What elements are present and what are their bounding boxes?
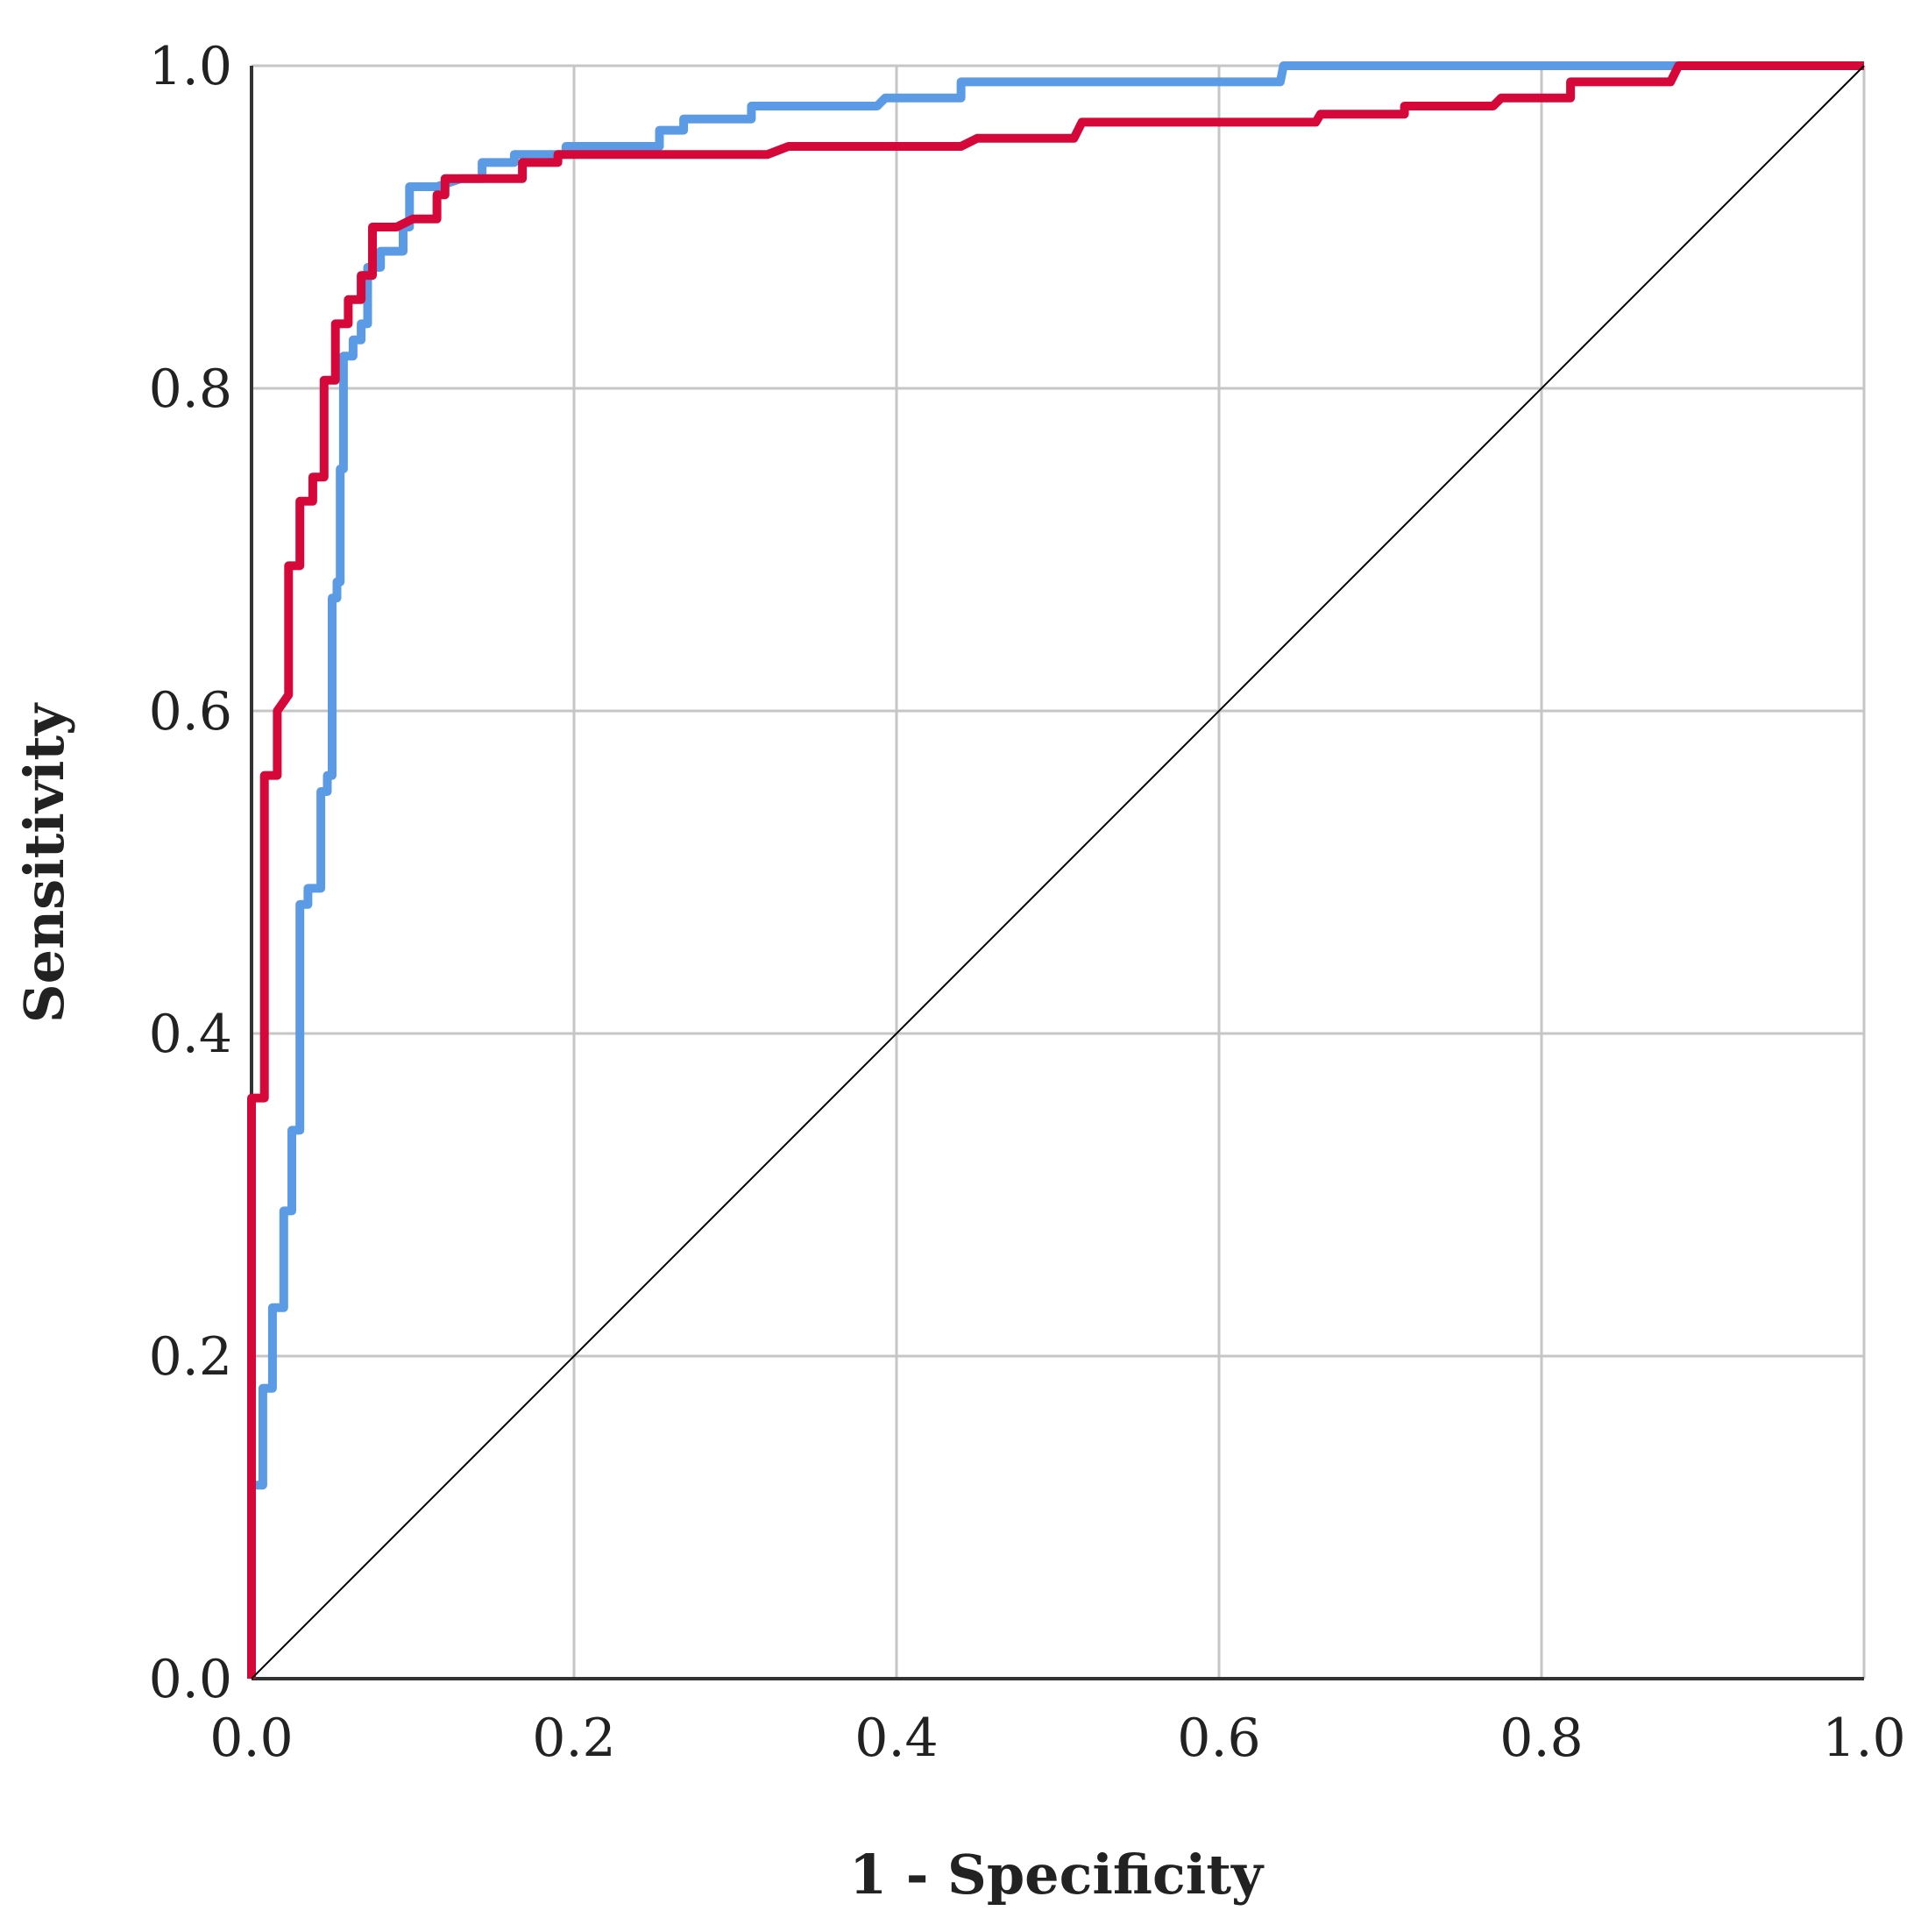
y-tick-label: 0.6 <box>149 681 232 742</box>
y-tick-label: 0.8 <box>149 359 232 420</box>
x-tick-label: 0.2 <box>532 1708 615 1769</box>
y-tick-label: 0.0 <box>149 1649 232 1710</box>
red-roc-curve <box>247 61 1864 1679</box>
x-axis-title: 1 - Specificity <box>849 1843 1265 1907</box>
x-tick-label: 1.0 <box>1822 1708 1905 1769</box>
y-tick-labels: 0.0 0.2 0.4 0.6 0.8 1.0 <box>149 36 232 1710</box>
y-tick-label: 1.0 <box>149 36 232 97</box>
series <box>247 61 1865 1680</box>
x-tick-label: 0.6 <box>1177 1708 1260 1769</box>
reference-diagonal <box>251 65 1865 1680</box>
x-tick-label: 0.8 <box>1499 1708 1583 1769</box>
y-tick-label: 0.4 <box>149 1004 232 1065</box>
y-tick-label: 0.2 <box>149 1326 232 1388</box>
x-tick-label: 0.4 <box>854 1708 938 1769</box>
x-tick-labels: 0.0 0.2 0.4 0.6 0.8 1.0 <box>209 1708 1905 1769</box>
x-tick-label: 0.0 <box>209 1708 293 1769</box>
y-axis-title: Sensitivity <box>12 702 76 1023</box>
blue-roc-curve <box>247 61 1864 1679</box>
